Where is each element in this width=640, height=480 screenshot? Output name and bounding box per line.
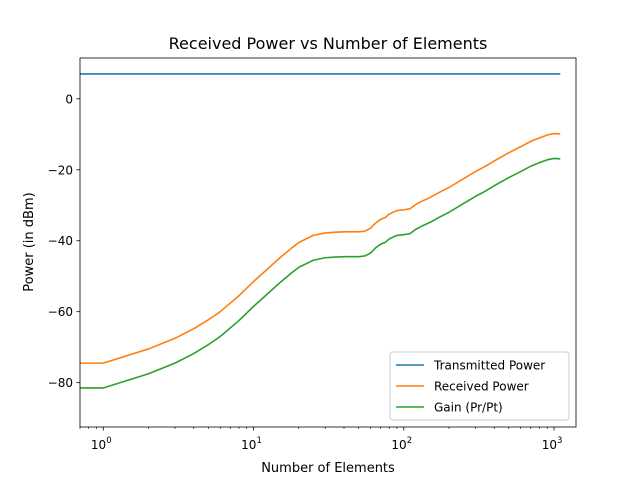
x-tick-label: 101: [241, 436, 262, 452]
axes-frame: [79, 57, 577, 428]
series-line-3: [80, 157, 561, 389]
legend: Transmitted Power Received Power Gain (Pr/…: [389, 351, 570, 421]
x-tick-label: 103: [542, 436, 563, 452]
x-tick-label: 102: [391, 436, 412, 452]
series-line-2: [80, 132, 561, 364]
y-axis-ticks: 0 −20 −40 −60 −80: [48, 92, 80, 390]
legend-label-1: Transmitted Power: [433, 359, 545, 373]
x-axis-ticks: 100 101 102 103: [79, 427, 563, 452]
chart-title: Received Power vs Number of Elements: [169, 34, 488, 53]
y-tick-label: −40: [48, 234, 73, 248]
legend-label-3: Gain (Pr/Pt): [434, 401, 503, 415]
y-tick-label: −60: [48, 305, 73, 319]
y-tick-label: 0: [65, 92, 73, 106]
plot-area: [80, 73, 561, 389]
legend-label-2: Received Power: [434, 380, 529, 394]
y-tick-label: −20: [48, 163, 73, 177]
y-tick-label: −80: [48, 376, 73, 390]
x-axis-label: Number of Elements: [261, 461, 395, 476]
x-tick-label: 100: [91, 436, 112, 452]
legend-box: [389, 351, 570, 421]
y-axis-label: Power (in dBm): [22, 192, 37, 291]
